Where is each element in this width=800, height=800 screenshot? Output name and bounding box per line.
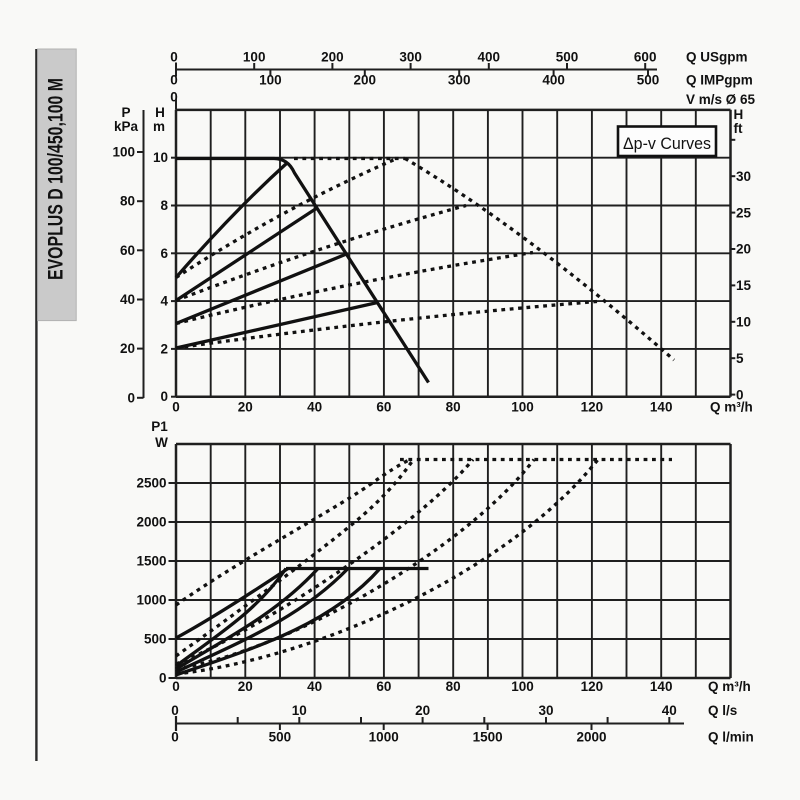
svg-text:600: 600 (634, 50, 657, 65)
svg-text:0: 0 (170, 73, 178, 88)
svg-text:200: 200 (354, 73, 377, 88)
svg-text:100: 100 (112, 145, 135, 160)
svg-text:120: 120 (581, 679, 604, 694)
svg-text:Q USgpm: Q USgpm (686, 50, 748, 65)
svg-text:20: 20 (415, 703, 430, 718)
svg-text:30: 30 (538, 703, 553, 718)
svg-text:30: 30 (736, 169, 751, 184)
svg-text:15: 15 (736, 278, 752, 293)
svg-text:10: 10 (153, 150, 168, 165)
svg-text:400: 400 (478, 50, 501, 65)
svg-text:Q l/min: Q l/min (708, 730, 754, 745)
svg-text:0: 0 (159, 671, 167, 686)
svg-text:0: 0 (170, 50, 178, 65)
svg-text:20: 20 (238, 679, 253, 694)
svg-text:1500: 1500 (473, 730, 503, 745)
svg-text:2500: 2500 (136, 476, 166, 491)
svg-text:4: 4 (160, 294, 168, 309)
svg-text:5: 5 (736, 351, 744, 366)
svg-text:60: 60 (376, 400, 391, 415)
svg-text:0: 0 (127, 390, 135, 405)
svg-text:0: 0 (171, 703, 179, 718)
svg-text:40: 40 (307, 679, 322, 694)
svg-text:8: 8 (160, 198, 168, 213)
svg-text:80: 80 (446, 679, 461, 694)
svg-text:1000: 1000 (136, 593, 166, 608)
svg-text:25: 25 (736, 205, 752, 220)
svg-text:P1: P1 (151, 419, 168, 434)
svg-text:80: 80 (120, 194, 135, 209)
svg-text:kPa: kPa (114, 119, 139, 134)
svg-text:Q IMPgpm: Q IMPgpm (686, 73, 753, 88)
svg-text:100: 100 (259, 73, 282, 88)
svg-text:400: 400 (542, 73, 565, 88)
svg-text:300: 300 (399, 50, 422, 65)
svg-text:Q l/s: Q l/s (708, 703, 737, 718)
svg-text:20: 20 (120, 341, 135, 356)
svg-text:ft: ft (734, 121, 743, 136)
svg-text:80: 80 (446, 400, 461, 415)
svg-text:100: 100 (511, 679, 534, 694)
svg-text:120: 120 (581, 400, 604, 415)
svg-text:140: 140 (650, 679, 673, 694)
svg-text:0: 0 (172, 400, 180, 415)
svg-text:0: 0 (171, 730, 179, 745)
svg-text:2000: 2000 (576, 730, 606, 745)
svg-text:300: 300 (448, 73, 471, 88)
svg-text:60: 60 (376, 679, 391, 694)
svg-text:40: 40 (120, 292, 135, 307)
svg-text:10: 10 (292, 703, 307, 718)
svg-text:500: 500 (637, 73, 660, 88)
svg-text:0: 0 (172, 679, 180, 694)
svg-text:1500: 1500 (136, 554, 166, 569)
svg-text:2: 2 (160, 341, 168, 356)
svg-text:Δp-v Curves: Δp-v Curves (623, 135, 711, 153)
svg-text:100: 100 (243, 50, 266, 65)
svg-text:10: 10 (736, 315, 751, 330)
svg-text:H: H (155, 105, 165, 120)
svg-text:V m/s Ø 65: V m/s Ø 65 (686, 92, 756, 107)
svg-text:140: 140 (650, 400, 673, 415)
svg-text:6: 6 (160, 246, 168, 261)
svg-text:P: P (121, 105, 130, 120)
svg-text:EVOPLUS D 100/450,100 M: EVOPLUS D 100/450,100 M (45, 78, 68, 280)
svg-text:0: 0 (170, 90, 178, 105)
svg-text:500: 500 (144, 632, 167, 647)
svg-text:1000: 1000 (369, 730, 399, 745)
svg-text:20: 20 (736, 242, 751, 257)
svg-text:W: W (155, 435, 168, 450)
svg-text:40: 40 (307, 400, 322, 415)
svg-text:500: 500 (269, 730, 292, 745)
svg-text:100: 100 (511, 400, 534, 415)
svg-text:200: 200 (321, 50, 344, 65)
svg-text:2000: 2000 (136, 515, 166, 530)
svg-text:m: m (153, 119, 165, 134)
svg-text:0: 0 (736, 387, 744, 402)
svg-text:20: 20 (238, 400, 253, 415)
svg-text:H: H (734, 107, 744, 122)
svg-text:Q m³/h: Q m³/h (708, 679, 751, 694)
svg-text:40: 40 (662, 703, 677, 718)
svg-text:500: 500 (556, 50, 579, 65)
svg-text:Q m³/h: Q m³/h (710, 400, 753, 415)
svg-text:0: 0 (160, 389, 168, 404)
svg-text:60: 60 (120, 243, 135, 258)
